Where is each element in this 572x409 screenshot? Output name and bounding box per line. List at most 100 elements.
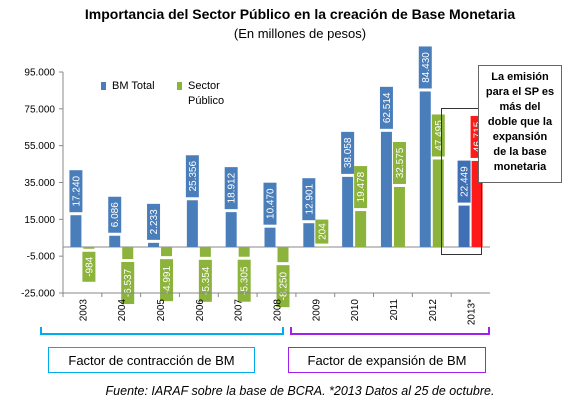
bar-bm-total <box>70 215 82 247</box>
highlight-box-2013 <box>441 108 482 255</box>
data-label-bm-total-bg <box>379 86 393 129</box>
callout-box: La emisión para el SP es más del doble q… <box>478 65 562 183</box>
data-label-bm-total-bg <box>108 196 122 233</box>
legend-label-sp-line2: Público <box>188 95 225 107</box>
contraction-bracket <box>40 327 284 335</box>
callout-line: para el SP es <box>485 86 555 98</box>
data-label-sector-publico-bg <box>276 265 290 308</box>
x-tick-label: 2013* <box>467 299 478 325</box>
legend-swatch-sector-publico <box>177 82 182 90</box>
bar-sector-publico <box>83 246 95 249</box>
data-label-sector-publico-bg <box>160 259 174 302</box>
data-label-sector-publico-bg <box>198 259 212 302</box>
y-tick-label: -5.000 <box>27 252 56 263</box>
data-label-bm-total: 10.470 <box>266 188 277 219</box>
expansion-bracket <box>290 327 490 335</box>
data-label-bm-total-bg <box>147 203 161 240</box>
bar-bm-total <box>264 227 276 247</box>
expansion-factor-label: Factor de expansión de BM <box>288 347 486 373</box>
bar-sector-publico <box>122 246 134 259</box>
contraction-factor-label: Factor de contracción de BM <box>48 347 255 373</box>
bar-bm-total <box>419 91 431 247</box>
bar-sector-publico <box>471 160 483 247</box>
bar-sector-publico <box>277 246 289 263</box>
bar-bm-total <box>148 242 160 247</box>
chart-title: Importancia del Sector Público en la cre… <box>84 6 516 22</box>
data-label-bm-total: 25.356 <box>188 161 199 192</box>
data-label-sector-publico-bg <box>354 166 368 209</box>
data-label-sector-publico-bg <box>315 219 329 244</box>
bar-sector-publico <box>238 246 250 257</box>
x-tick-label: 2005 <box>156 299 167 322</box>
source-note: Fuente: IARAF sobre la base de BCRA. *20… <box>105 384 495 398</box>
x-tick-label: 2006 <box>195 299 206 322</box>
bar-bm-total <box>380 131 392 247</box>
x-tick-label: 2011 <box>389 299 400 321</box>
legend-label-sp-line1: Sector <box>188 80 220 92</box>
y-tick-label: -25.000 <box>21 289 55 300</box>
legend-label-bm-total: BM Total <box>112 80 155 92</box>
data-label-bm-total: 2.233 <box>149 209 160 234</box>
data-label-bm-total: 38.058 <box>343 137 354 168</box>
y-tick-label: 15.000 <box>24 215 55 226</box>
y-tick-label: 95.000 <box>24 68 55 79</box>
data-label-sector-publico: -6.537 <box>123 268 134 297</box>
bar-sector-publico <box>355 211 367 247</box>
data-label-bm-total-bg <box>418 46 432 89</box>
data-label-bm-total-bg <box>341 131 355 174</box>
data-label-sector-publico: -5.305 <box>240 266 251 295</box>
data-label-bm-total: 62.514 <box>382 92 393 123</box>
data-label-bm-total: 84.430 <box>421 52 432 83</box>
y-tick-label: 35.000 <box>24 178 55 189</box>
callout-line: La emisión <box>491 71 549 83</box>
x-tick-label: 2007 <box>234 299 245 322</box>
callout-line: expansión <box>492 131 548 143</box>
bar-sector-publico <box>432 159 444 247</box>
data-label-bm-total: 6.086 <box>110 202 121 227</box>
data-label-sector-publico: 47.495 <box>434 120 445 151</box>
data-label-sector-publico-bg <box>237 259 251 302</box>
x-tick-label: 2003 <box>78 299 89 322</box>
legend-swatch-bm-total <box>101 82 106 90</box>
chart-subtitle: (En millones de pesos) <box>233 26 367 41</box>
data-label-sector-publico: -4.991 <box>162 266 173 295</box>
data-label-bm-total: 18.912 <box>227 172 238 203</box>
bar-sector-publico <box>316 246 328 248</box>
bar-sector-publico <box>199 246 211 257</box>
callout-line: monetaria <box>493 161 547 173</box>
legend-label-sector-publico: Sector Público <box>188 80 224 107</box>
data-label-sector-publico: 32.575 <box>395 147 406 178</box>
bar-bm-total <box>303 223 315 247</box>
x-tick-label: 2010 <box>350 299 361 322</box>
bar-bm-total <box>186 200 198 247</box>
bar-bm-total <box>109 235 121 247</box>
data-label-bm-total: 17.240 <box>71 175 82 206</box>
data-label-bm-total-bg <box>263 182 277 225</box>
data-label-sector-publico: 19.478 <box>356 171 367 202</box>
callout-line: más del <box>499 101 541 113</box>
x-tick-label: 2012 <box>428 299 439 322</box>
data-label-bm-total: 12.901 <box>304 183 315 214</box>
callout-line: doble que la <box>487 116 553 128</box>
bar-bm-total <box>342 176 354 247</box>
bar-sector-publico <box>161 246 173 257</box>
x-tick-label: 2009 <box>311 299 322 322</box>
data-label-bm-total-bg <box>302 178 316 221</box>
data-label-sector-publico-bg <box>82 251 96 282</box>
data-label-bm-total-bg <box>224 167 238 210</box>
x-tick-label: 2004 <box>117 299 128 322</box>
callout-line: de la base <box>493 146 547 158</box>
x-tick-label: 2008 <box>273 299 284 322</box>
data-label-sector-publico: -5.354 <box>201 266 212 295</box>
data-label-sector-publico-bg <box>392 141 406 184</box>
y-tick-label: 75.000 <box>24 104 55 115</box>
data-label-bm-total-bg <box>457 160 471 203</box>
bar-sector-publico <box>393 186 405 247</box>
data-label-bm-total-bg <box>185 155 199 198</box>
data-label-bm-total-bg <box>69 170 83 213</box>
data-label-sector-publico: -984 <box>84 256 95 276</box>
data-label-sector-publico: 204 <box>317 223 328 240</box>
data-label-sector-publico: -8.250 <box>279 272 290 301</box>
bar-bm-total <box>458 205 470 247</box>
